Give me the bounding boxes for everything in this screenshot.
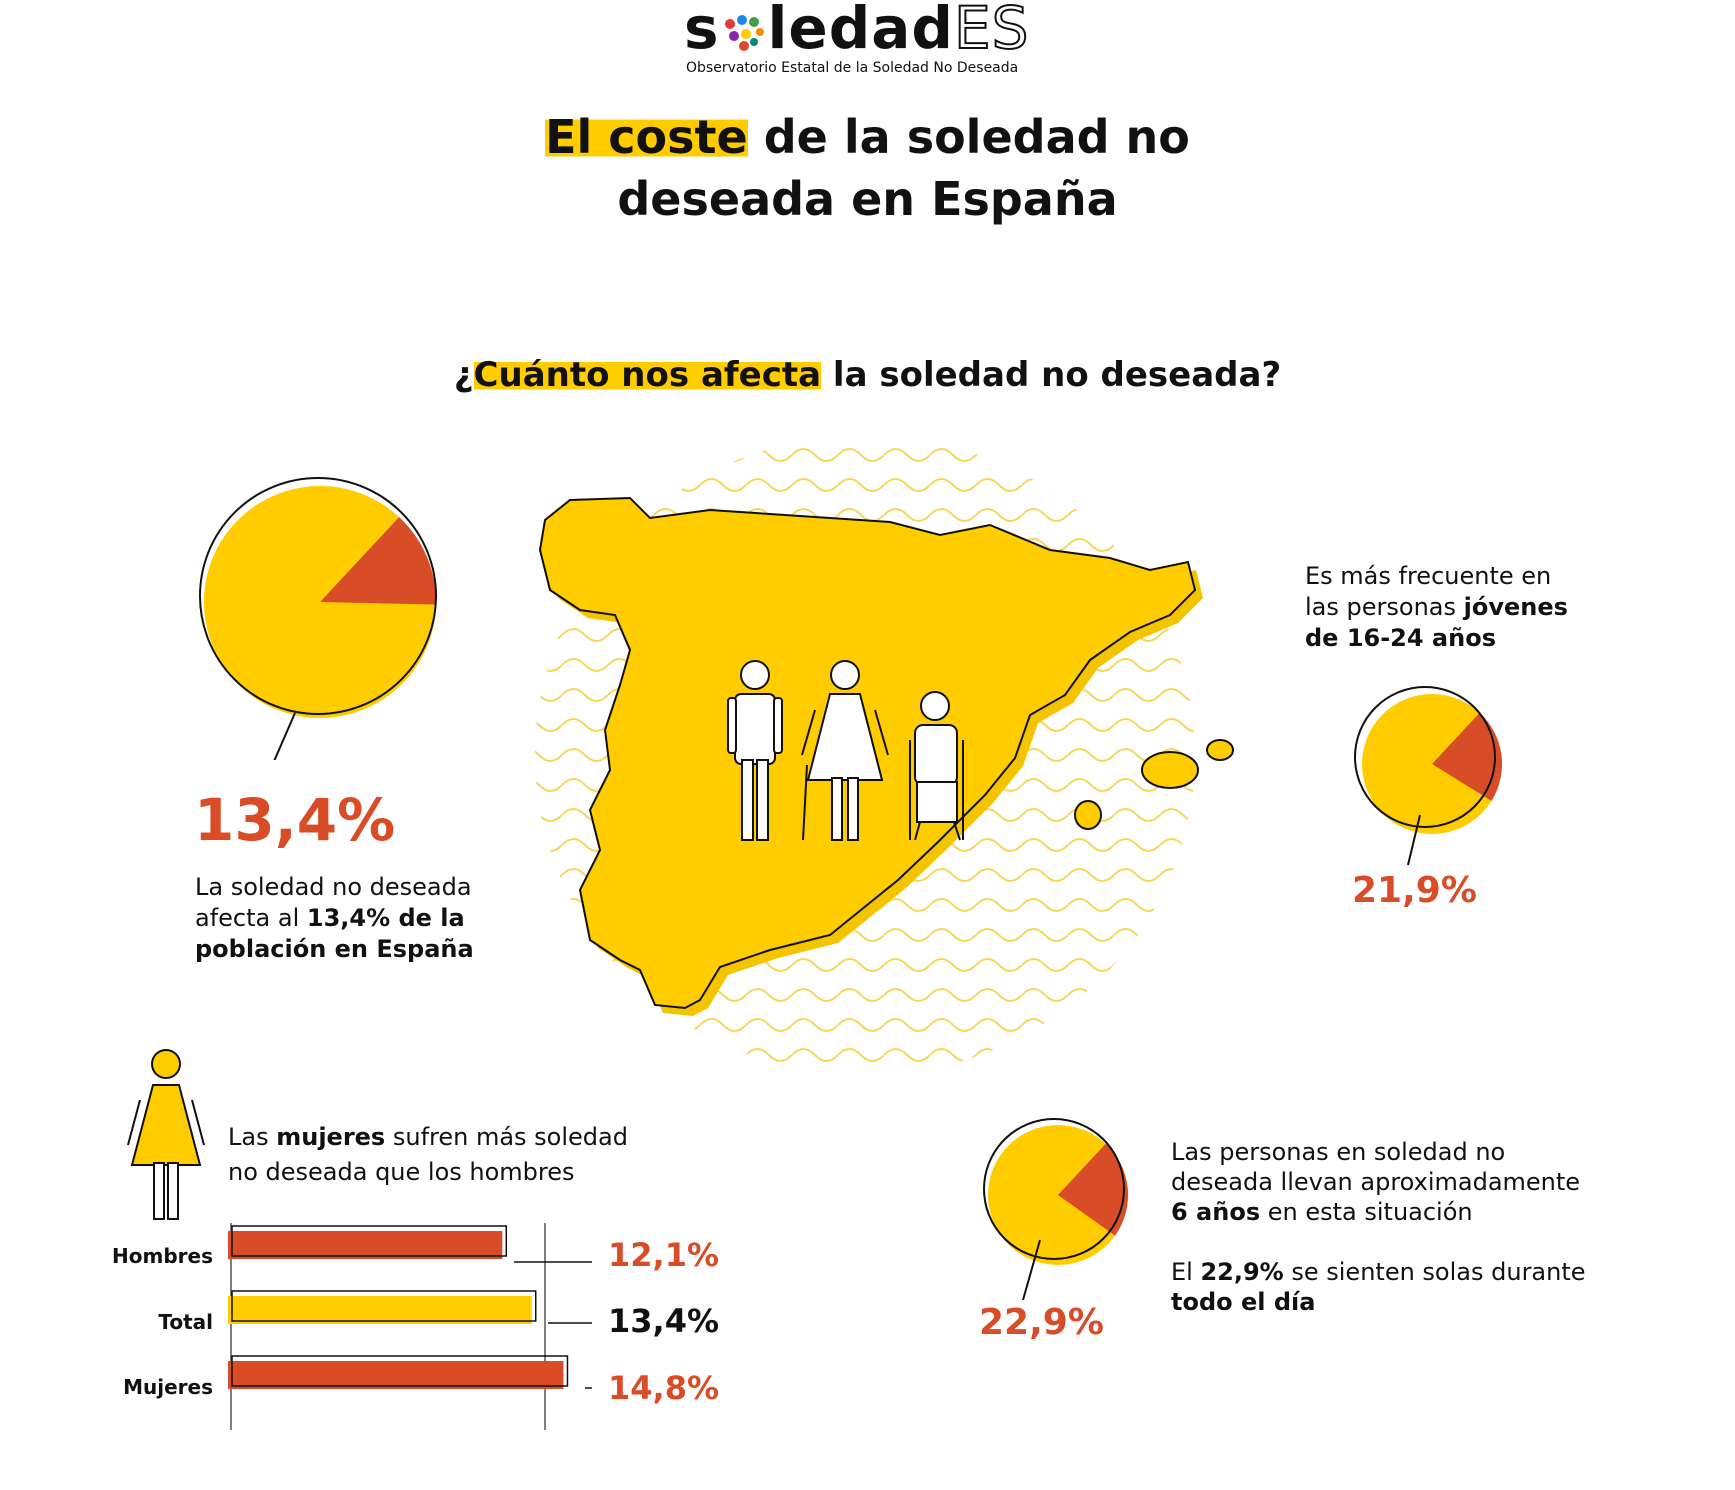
text-population: La soledad no deseada afecta al 13,4% de… [195,872,535,965]
population-line2b: 13,4% de la [306,904,465,932]
women-line1a: Las [228,1123,277,1151]
bar-label-hombres: Hombres [112,1244,213,1268]
pie-duration-outline [983,1118,1125,1260]
question-heading: ¿Cuánto nos afecta la soledad no deseada… [0,355,1735,395]
title-highlight: El coste [545,110,748,164]
women-line1b: mujeres [276,1123,386,1151]
woman-figure-icon [801,660,889,841]
question-prefix: ¿ [453,355,474,395]
bar-total [228,1296,532,1324]
duration-line5: todo el día [1171,1288,1316,1316]
duration-line1: Las personas en soledad no [1171,1138,1506,1166]
population-line3: población en España [195,935,474,963]
women-line1c: sufren más soledad [385,1123,628,1151]
bar-label-mujeres: Mujeres [123,1375,213,1399]
title-line1: de la soledad no [747,110,1190,164]
map-island-mallorca [1141,751,1199,789]
map-island-menorca [1206,739,1234,761]
duration-line2: deseada llevan aproximadamente [1171,1168,1581,1196]
duration-line3: 6 años en esta situación [1171,1197,1591,1227]
question-rest: la soledad no deseada? [821,355,1282,395]
bar-label-total: Total [158,1310,213,1334]
pct-population: 13,4% [194,786,396,854]
logo-prefix: s [684,0,720,62]
women-line1: Las mujeres sufren más soledad [228,1120,648,1155]
bar-value-mujeres: 14,8% [608,1369,720,1407]
youth-line3: de 16-24 años [1305,624,1496,652]
bar-outline-mujeres [231,1355,569,1387]
pct-youth: 21,9% [1352,870,1477,911]
duration-line3b: en esta situación [1260,1198,1473,1226]
youth-line2: las personas jóvenes [1305,592,1605,623]
pie-population-leader [273,712,296,760]
duration-line4c: se sienten solas durante [1283,1258,1586,1286]
man-figure-icon [727,660,783,841]
duration-line4b: 22,9% [1200,1258,1284,1286]
youth-line2a: las personas [1305,593,1464,621]
population-line2: afecta al 13,4% de la [195,903,535,934]
pie-youth-leader [1407,814,1421,866]
bar-leaders [514,1261,592,1389]
women-line2: no deseada que los hombres [228,1158,575,1186]
woman-icon [127,1049,205,1220]
page-title-line2: deseada en España [617,172,1118,226]
bar-outline-total [231,1290,537,1322]
question-highlight: Cuánto nos afecta [473,355,822,395]
page-title: El coste de la soledad no [0,106,1735,168]
duration-line3a: 6 años [1171,1198,1261,1226]
logo-middle: ledad [767,0,954,62]
elderly-figure-icon [909,691,964,841]
pie-chart-population [199,477,437,760]
pie-duration-slice [1058,1143,1129,1236]
duration-line4a: El [1171,1258,1201,1286]
bar-value-total: 13,4% [608,1302,720,1340]
logo-subtitle: Observatorio Estatal de la Soledad No De… [686,60,1019,76]
population-line1: La soledad no deseada [195,873,472,901]
bar-chart-gender [228,1223,569,1430]
pie-youth-outline [1354,686,1496,828]
logo: s ledadES [684,0,1030,63]
pie-chart-duration [983,1118,1129,1301]
youth-line1: Es más frecuente en [1305,562,1552,590]
heart-mosaic-icon [724,15,764,51]
bar-value-hombres: 12,1% [608,1236,720,1274]
spain-map-illustration [535,435,1234,1075]
text-women: Las mujeres sufren más soledad no desead… [228,1120,648,1190]
population-line2a: afecta al [195,904,307,932]
pie-duration-leader [1022,1239,1041,1301]
text-duration: Las personas en soledad no deseada lleva… [1171,1137,1591,1317]
youth-line2b: jóvenes [1463,593,1568,621]
bar-mujeres [228,1361,564,1389]
bar-outline-hombres [231,1225,508,1257]
pie-chart-youth [1354,686,1502,866]
pie-population-slice [320,517,437,605]
pie-population-outline [199,477,437,715]
pct-duration: 22,9% [979,1302,1104,1343]
logo-suffix: ES [953,0,1030,63]
map-island-ibiza [1074,800,1102,830]
duration-line4: El 22,9% se sienten solas durante [1171,1257,1591,1287]
pie-youth-slice [1432,712,1502,801]
text-youth: Es más frecuente en las personas jóvenes… [1305,561,1605,654]
bar-hombres [228,1231,503,1259]
